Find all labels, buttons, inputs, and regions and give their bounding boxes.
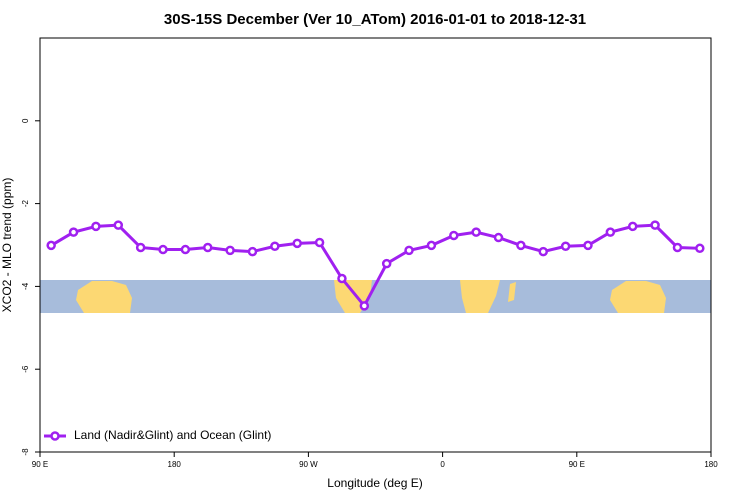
point [560, 241, 571, 251]
point [471, 227, 481, 237]
x-tick-label: 90 W [299, 460, 318, 469]
y-tick-label: -2 [21, 199, 30, 207]
point [627, 221, 638, 232]
x-tick-label: 180 [704, 460, 718, 469]
point [695, 243, 705, 254]
x-axis-label: Longitude (deg E) [327, 476, 422, 490]
x-tick-label: 0 [440, 460, 445, 469]
point [225, 245, 235, 256]
point [203, 242, 213, 253]
point [68, 227, 79, 237]
point [404, 245, 414, 256]
point [359, 301, 370, 311]
point [583, 240, 593, 251]
chart-title: 30S-15S December (Ver 10_ATom) 2016-01-0… [164, 11, 586, 28]
x-tick-label: 90 E [32, 460, 48, 469]
point [91, 221, 101, 232]
point [426, 240, 437, 251]
point [158, 244, 168, 255]
point [650, 220, 660, 230]
point [381, 258, 392, 269]
point [314, 237, 325, 248]
point [672, 242, 683, 253]
point [113, 220, 124, 230]
point [538, 246, 548, 257]
point [247, 246, 258, 257]
point [46, 240, 56, 251]
point [337, 273, 347, 284]
y-axis-label: XCO2 - MLO trend (ppm) [0, 178, 14, 313]
point [449, 230, 459, 241]
point [605, 227, 616, 237]
point [180, 244, 191, 255]
legend-label: Land (Nadir&Glint) and Ocean (Glint) [74, 428, 271, 442]
y-tick-label: -8 [21, 448, 30, 456]
point [135, 242, 146, 253]
y-tick-label: -4 [21, 282, 30, 290]
legend-marker [50, 431, 60, 441]
y-tick-label: 0 [21, 118, 30, 123]
point [516, 240, 526, 251]
point [292, 238, 302, 249]
plot-frame [39, 37, 712, 453]
point [270, 241, 280, 251]
x-tick-label: 90 E [569, 460, 585, 469]
x-tick-label: 180 [168, 460, 182, 469]
point [493, 232, 504, 243]
y-tick-label: -6 [21, 365, 30, 373]
